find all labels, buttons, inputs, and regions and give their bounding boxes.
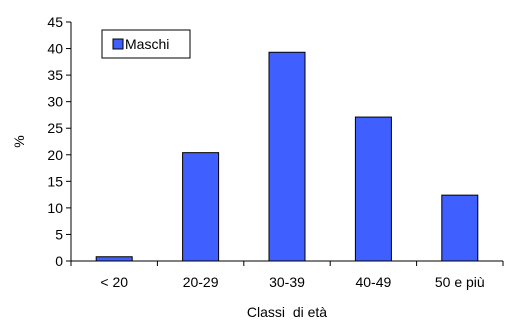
legend-swatch: [112, 38, 124, 50]
x-tick-label: 30-39: [269, 274, 305, 290]
y-tick-label: 40: [47, 41, 63, 57]
bars: [95, 51, 479, 262]
bar: [441, 194, 479, 262]
y-tick-label: 20: [47, 147, 63, 163]
bar: [354, 116, 392, 262]
y-tick-label: 15: [47, 173, 63, 189]
legend-box: [101, 29, 191, 59]
bar: [182, 152, 220, 262]
y-tick-label: 5: [55, 226, 63, 242]
y-tick-label: 10: [47, 200, 63, 216]
x-tick-label: < 20: [100, 274, 128, 290]
y-tick-label: 0: [55, 253, 63, 269]
x-tick-label: 50 e più: [435, 274, 485, 290]
legend-label: Maschi: [125, 36, 169, 52]
y-tick-label: 45: [47, 14, 63, 30]
x-axis-title: Classi di età: [247, 304, 327, 320]
x-tick-label: 40-49: [355, 274, 391, 290]
y-axis-title: %: [11, 135, 27, 147]
x-tick-label: 20-29: [183, 274, 219, 290]
y-tick-label: 25: [47, 120, 63, 136]
x-axis-labels: < 20 20-29 30-39 40-49 50 e più: [70, 261, 504, 290]
y-tick-label: 30: [47, 94, 63, 110]
y-tick-label: 35: [47, 67, 63, 83]
legend: Maschi: [101, 29, 191, 59]
bar: [95, 256, 133, 262]
bar: [268, 51, 306, 262]
y-axis-ticks: 0 5 10 15 20 25 30 35 40 45: [47, 14, 71, 269]
